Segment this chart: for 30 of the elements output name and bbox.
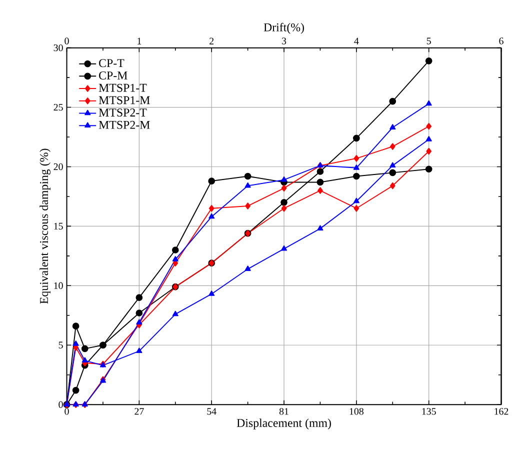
x-tick-label: 108 xyxy=(350,408,364,415)
y-tick-label: 0 xyxy=(58,401,63,408)
x-tick-label: 162 xyxy=(494,408,508,415)
legend-label: MTSP1-T xyxy=(98,84,147,92)
x2-tick-label: 4 xyxy=(354,38,359,44)
x-tick-label: 135 xyxy=(422,408,436,415)
legend-label: MTSP1-M xyxy=(98,96,150,104)
y-tick-label: 20 xyxy=(54,163,63,170)
legend-label: MTSP2-M xyxy=(98,120,150,129)
y-tick-label: 15 xyxy=(54,222,63,230)
x2-tick-label: 0 xyxy=(64,37,69,44)
y-tick-label: 10 xyxy=(54,282,63,289)
legend-label: CP-M xyxy=(99,71,128,80)
legend-label: CP-T xyxy=(99,58,124,67)
x2-tick-label: 1 xyxy=(138,38,142,44)
y-tick-label: 30 xyxy=(54,44,63,51)
x2-tick-label: 5 xyxy=(426,38,431,44)
x-tick-label: 81 xyxy=(279,408,288,415)
x-tick-label: 0 xyxy=(64,408,69,415)
legend-label: MTSP2-T xyxy=(98,108,147,116)
y-tick-label: 5 xyxy=(58,342,63,348)
x2-tick-label: 6 xyxy=(499,37,504,44)
x-tick-label: 54 xyxy=(207,408,216,415)
x2-axis-title: Drift(%) xyxy=(264,22,304,34)
x2-tick-label: 3 xyxy=(282,37,286,44)
x-tick-label: 27 xyxy=(134,408,144,414)
x2-tick-label: 2 xyxy=(210,38,214,44)
y-axis-title: Equivalent viscous damping (%) xyxy=(40,148,50,304)
y-tick-label: 25 xyxy=(54,104,63,110)
x-axis-title: Displacement (mm) xyxy=(236,418,331,430)
